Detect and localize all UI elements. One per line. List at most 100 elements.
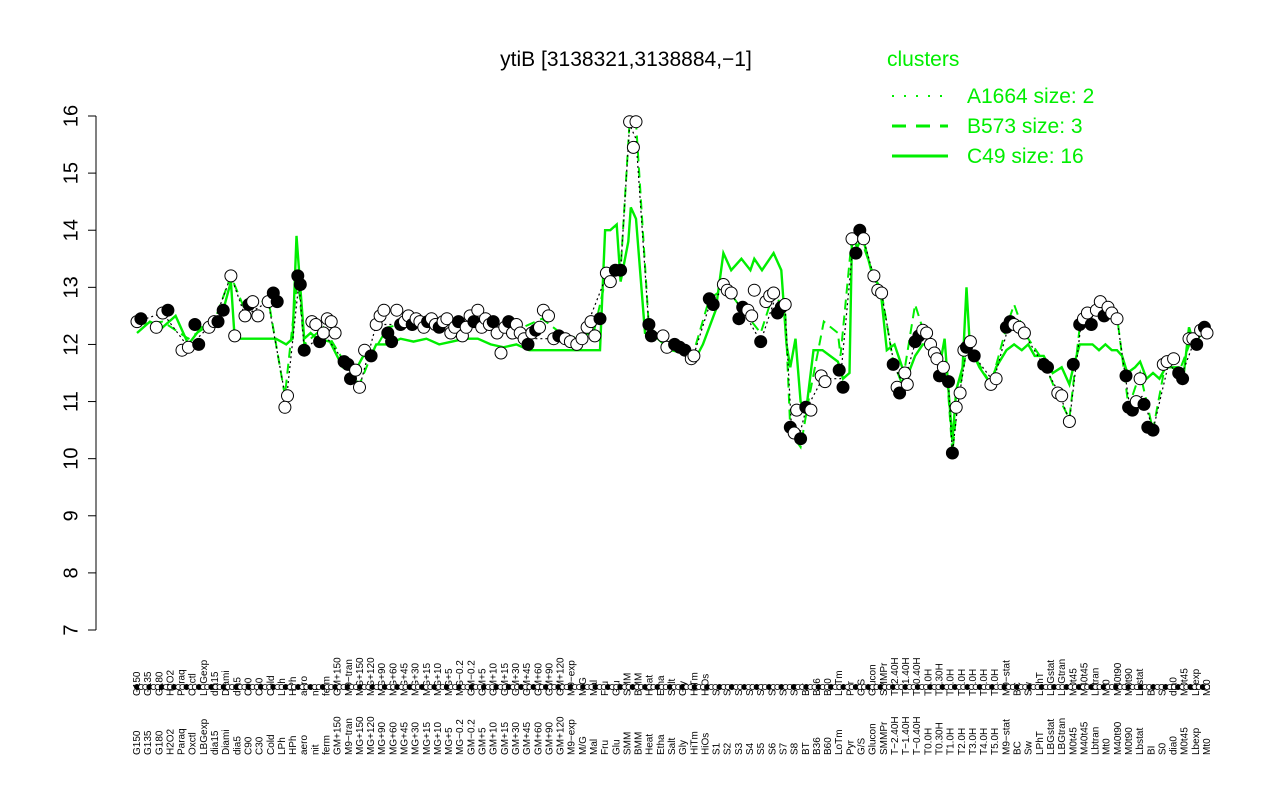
data-point — [349, 363, 363, 377]
data-point — [1055, 389, 1069, 403]
x-tick-label-lower: LPh — [277, 737, 288, 755]
data-point — [949, 400, 963, 414]
x-tick-label: G135 — [143, 671, 154, 696]
data-point — [1017, 326, 1031, 340]
x-tick-label: MG+120 — [366, 657, 377, 696]
x-tick-label-lower: HPh — [288, 736, 299, 755]
data-point — [875, 286, 889, 300]
x-tick-label: M0t45 — [1180, 668, 1191, 696]
x-tick-label: M9−stat — [1001, 660, 1012, 696]
data-point — [270, 295, 284, 309]
data-point — [251, 309, 265, 323]
x-tick-label-lower: LPhT — [1035, 731, 1046, 755]
x-tick-label: GM+90 — [544, 662, 555, 696]
x-tick-label: M0t90 — [1124, 668, 1135, 696]
x-tick-label: M0t45 — [1068, 668, 1079, 696]
x-tick-label-lower: SMM — [622, 732, 633, 755]
data-point — [936, 360, 950, 374]
data-point — [1167, 352, 1181, 366]
x-tick-label-lower: Gly — [678, 740, 689, 755]
data-point — [1062, 415, 1076, 428]
x-tick-label: G150 — [132, 671, 143, 696]
legend: clusters A1664 size: 2 B573 size: 3 C49 … — [887, 48, 1094, 168]
y-tick-label: 14 — [60, 219, 82, 241]
x-tick-label: GM+150 — [333, 657, 344, 696]
x-tick-label-lower: GM+30 — [511, 721, 522, 755]
data-point — [1066, 357, 1080, 371]
x-tick-label: GM+10 — [489, 662, 500, 696]
x-tick-label-lower: LBGtran — [1057, 718, 1068, 755]
x-tick-label: S1 — [712, 683, 723, 696]
data-point — [161, 303, 175, 317]
x-tick-label: MG+5 — [444, 668, 455, 696]
x-tick-label-lower: Cold — [266, 734, 277, 755]
x-tick-label: GM+45 — [522, 662, 533, 696]
x-tick-label: Paraq — [177, 669, 188, 696]
data-point — [644, 329, 658, 343]
data-point — [687, 349, 701, 363]
x-tick-label: GM−0.2 — [466, 660, 477, 696]
x-tick-label-lower: S2 — [723, 742, 734, 755]
data-point — [706, 298, 720, 311]
data-point — [471, 303, 485, 317]
x-tick-label: T−0.40H — [912, 657, 923, 696]
x-tick-label-lower: S6 — [767, 742, 778, 755]
x-tick-label-lower: LoTm — [834, 729, 845, 755]
data-point — [818, 375, 832, 389]
x-tick-label: Glucon — [868, 664, 879, 696]
x-tick-label-lower: T−2.40H — [890, 716, 901, 755]
data-point — [989, 372, 1003, 386]
x-tick-label-lower: GM+10 — [489, 721, 500, 755]
data-point — [134, 312, 148, 326]
data-point — [238, 309, 252, 323]
x-tick-label-lower: GM+150 — [333, 716, 344, 755]
x-tick-label: T0.0H — [923, 669, 934, 696]
x-tick-label: MG+60 — [388, 662, 399, 696]
x-tick-label-lower: MG+10 — [433, 721, 444, 755]
x-tick-label-lower: T1.0H — [946, 728, 957, 755]
x-tick-label-lower: Fru — [600, 740, 611, 755]
x-tick-label-lower: Etha — [656, 734, 667, 755]
x-tick-label-lower: Paraq — [177, 728, 188, 755]
x-tick-label-lower: Mt0 — [1202, 738, 1213, 755]
data-point — [1146, 423, 1160, 437]
x-tick-label-lower: MG+60 — [388, 721, 399, 755]
data-point — [293, 278, 307, 291]
data-point — [953, 386, 967, 400]
data-point — [324, 315, 338, 329]
data-point — [804, 403, 818, 417]
x-tick-label-lower: BI — [1146, 746, 1157, 755]
x-tick-label-lower: Pyr — [845, 739, 856, 755]
x-tick-label-lower: S3 — [734, 742, 745, 755]
x-tick-label: MG+10 — [433, 662, 444, 696]
x-tick-label: M40t90 — [1113, 662, 1124, 696]
data-point — [945, 446, 959, 460]
x-tick-label-lower: S4 — [745, 742, 756, 755]
data-point — [1200, 326, 1214, 340]
x-tick-label-lower: Lbexp — [1191, 727, 1202, 755]
data-point — [900, 377, 914, 391]
x-tick-label-lower: MG+15 — [422, 721, 433, 755]
x-tick-label: T0.30H — [935, 663, 946, 696]
x-tick-label-lower: HiOs — [700, 733, 711, 755]
x-tick-label-lower: M9−stat — [1001, 719, 1012, 755]
x-tick-label-lower: G180 — [154, 730, 165, 755]
x-tick-label: T4.0H — [979, 669, 990, 696]
data-point — [281, 389, 294, 403]
x-tick-label: GM+15 — [500, 662, 511, 696]
x-tick-label: T−2.40H — [890, 657, 901, 696]
legend-entry-b573: B573 size: 3 — [967, 115, 1083, 138]
data-point — [614, 263, 628, 277]
y-tick-label: 11 — [60, 391, 82, 412]
x-tick-label-lower: C30 — [255, 736, 266, 755]
x-tick-label-lower: Sw — [1024, 740, 1035, 755]
data-point — [1137, 397, 1151, 411]
data-point — [754, 335, 768, 349]
x-tick-label: T5.0H — [990, 669, 1001, 696]
x-tick-label: M9−tran — [344, 659, 355, 696]
x-tick-label-lower: T−0.40H — [912, 716, 923, 755]
y-tick-label: 13 — [60, 276, 82, 298]
x-tick-label-lower: G135 — [143, 730, 154, 755]
data-point — [794, 432, 808, 446]
x-tick-label: BMM — [634, 673, 645, 696]
